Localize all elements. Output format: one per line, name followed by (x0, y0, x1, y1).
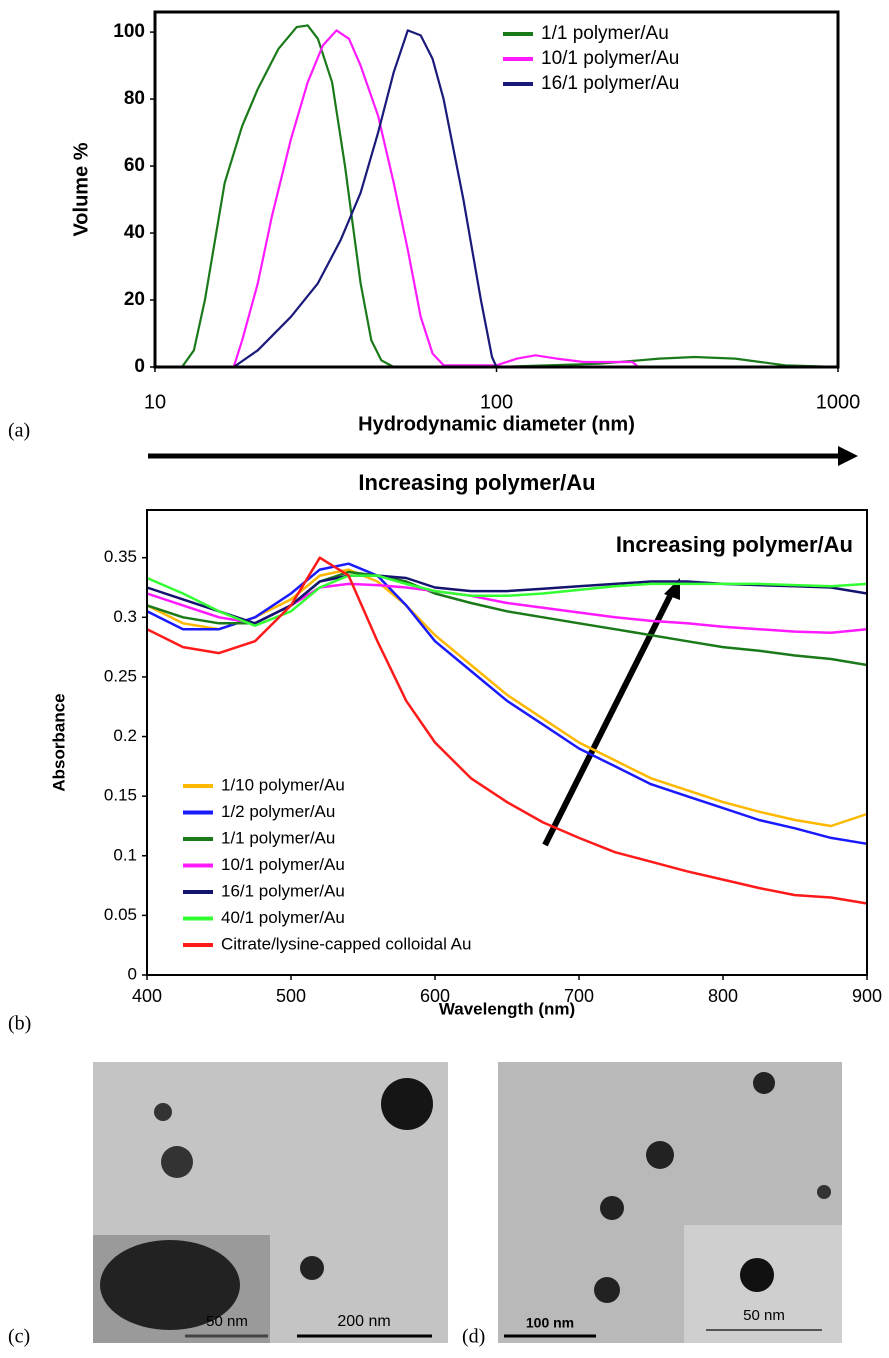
x-tick-label: 900 (852, 986, 882, 1006)
y-tick-label: 0.2 (113, 726, 137, 745)
legend-label: 10/1 polymer/Au (221, 855, 345, 874)
data-line (146, 568, 868, 828)
arrow-head (838, 446, 858, 466)
legend-label: 1/1 polymer/Au (221, 828, 335, 847)
x-tick-label: 600 (420, 986, 450, 1006)
data-line (232, 29, 639, 368)
particle (100, 1240, 240, 1330)
scale-label: 50 nm (743, 1307, 785, 1324)
y-axis-title: Absorbance (49, 693, 68, 791)
y-tick-label: 0.05 (104, 905, 137, 924)
y-tick-label: 20 (124, 289, 145, 310)
y-tick-label: 0.3 (113, 607, 137, 626)
particle (740, 1258, 774, 1292)
x-axis-title: Hydrodynamic diameter (nm) (358, 413, 635, 435)
legend-label: 16/1 polymer/Au (541, 73, 679, 94)
particle (817, 1185, 831, 1199)
data-line (233, 29, 498, 368)
y-tick-label: 0.1 (113, 845, 137, 864)
panel-label: (c) (8, 1326, 30, 1348)
annotation: Increasing polymer/Au (616, 532, 853, 557)
particle (594, 1277, 620, 1303)
x-tick-label: 700 (564, 986, 594, 1006)
legend-label: 16/1 polymer/Au (221, 881, 345, 900)
x-axis-title: Wavelength (nm) (439, 999, 575, 1018)
y-tick-label: 0.15 (104, 786, 137, 805)
panel-label: (a) (8, 420, 30, 442)
scale-label: 50 nm (206, 1313, 248, 1330)
y-tick-label: 80 (124, 88, 145, 109)
y-tick-label: 40 (124, 222, 145, 243)
y-tick-label: 60 (124, 155, 145, 176)
x-tick-label: 1000 (816, 391, 861, 413)
plot-frame (153, 10, 840, 369)
particle (300, 1256, 324, 1280)
x-tick-label: 10 (144, 391, 166, 413)
particle (646, 1141, 674, 1169)
data-line (146, 574, 868, 627)
x-tick-label: 100 (480, 391, 513, 413)
y-tick-label: 0.35 (104, 547, 137, 566)
legend-label: 1/2 polymer/Au (221, 802, 335, 821)
particle (753, 1072, 775, 1094)
legend-label: 1/10 polymer/Au (221, 775, 345, 794)
particle (381, 1078, 433, 1130)
scale-label: 100 nm (526, 1315, 574, 1331)
y-tick-label: 0 (134, 356, 145, 377)
data-line (146, 556, 868, 905)
particle (154, 1103, 172, 1121)
y-tick-label: 0.25 (104, 666, 137, 685)
plot-frame (146, 509, 868, 976)
y-axis-title: Volume % (70, 142, 92, 236)
panel-label: (b) (8, 1013, 31, 1035)
data-line (155, 24, 839, 369)
legend-label: 40/1 polymer/Au (221, 908, 345, 927)
x-tick-label: 400 (132, 986, 162, 1006)
legend-label: Citrate/lysine-capped colloidal Au (221, 934, 471, 953)
x-tick-label: 800 (708, 986, 738, 1006)
particle (161, 1146, 193, 1178)
scale-label: 200 nm (337, 1313, 390, 1330)
annotation-arrow (542, 590, 675, 847)
panel-label: (d) (462, 1326, 485, 1348)
arrow-label: Increasing polymer/Au (358, 470, 595, 495)
particle (600, 1196, 624, 1220)
y-tick-label: 100 (113, 21, 145, 42)
legend-label: 10/1 polymer/Au (541, 48, 679, 69)
data-line (146, 562, 868, 846)
legend-label: 1/1 polymer/Au (541, 23, 669, 44)
y-tick-label: 0 (128, 964, 137, 983)
x-tick-label: 500 (276, 986, 306, 1006)
